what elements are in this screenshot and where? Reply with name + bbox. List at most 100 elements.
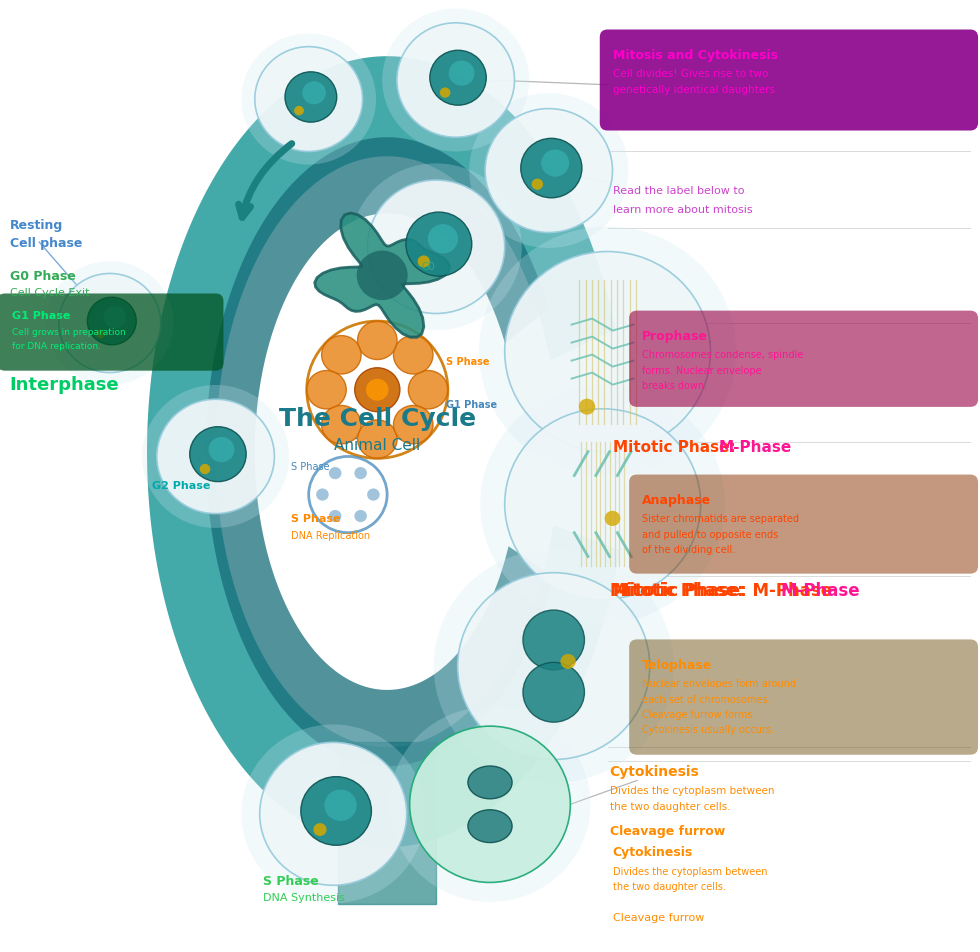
Circle shape [382, 10, 529, 152]
Circle shape [523, 663, 584, 723]
Polygon shape [338, 743, 436, 904]
Text: G0: G0 [421, 262, 435, 271]
Circle shape [390, 706, 590, 902]
Circle shape [505, 252, 710, 452]
Text: Cell Cycle Exit: Cell Cycle Exit [10, 288, 89, 297]
Circle shape [480, 386, 725, 624]
Circle shape [241, 34, 376, 166]
Text: Cleavage furrow: Cleavage furrow [610, 823, 725, 837]
Circle shape [351, 164, 522, 331]
Text: G0 Phase: G0 Phase [10, 269, 75, 283]
Circle shape [440, 89, 451, 99]
Text: Mitotic Phase: M-Phase: Mitotic Phase: M-Phase [612, 582, 832, 599]
Circle shape [301, 777, 371, 845]
Circle shape [368, 181, 505, 314]
Text: of the dividing cell.: of the dividing cell. [642, 545, 735, 554]
Text: DNA Synthesis: DNA Synthesis [263, 892, 345, 902]
Text: Anaphase: Anaphase [642, 493, 711, 506]
Text: Divides the cytoplasm between: Divides the cytoplasm between [612, 866, 767, 876]
Circle shape [366, 379, 389, 402]
Circle shape [209, 438, 234, 463]
Circle shape [104, 307, 126, 328]
Text: Divides the cytoplasm between: Divides the cytoplasm between [610, 785, 774, 795]
Circle shape [355, 467, 367, 480]
Text: Nuclear envelopes form around: Nuclear envelopes form around [642, 679, 796, 688]
Circle shape [255, 48, 363, 152]
Circle shape [317, 489, 328, 501]
Text: M-Phase: M-Phase [780, 582, 859, 599]
Circle shape [541, 150, 569, 177]
Text: Cytokinesis: Cytokinesis [612, 845, 693, 859]
Text: Prophase: Prophase [642, 329, 708, 343]
Circle shape [393, 336, 433, 375]
FancyBboxPatch shape [600, 30, 978, 131]
Circle shape [46, 262, 173, 386]
Circle shape [357, 251, 408, 301]
Circle shape [358, 421, 397, 459]
Text: Cytokinesis: Cytokinesis [610, 764, 700, 778]
Ellipse shape [467, 810, 513, 843]
Circle shape [485, 109, 612, 233]
Circle shape [355, 510, 367, 523]
Circle shape [285, 72, 337, 123]
FancyBboxPatch shape [629, 311, 978, 407]
Circle shape [430, 51, 486, 106]
Text: The Cell Cycle: The Cell Cycle [278, 407, 476, 431]
Text: forms. Nuclear envelope: forms. Nuclear envelope [642, 366, 761, 375]
Circle shape [505, 409, 701, 600]
Circle shape [87, 298, 136, 346]
Text: Interphase: Interphase [10, 376, 120, 393]
Circle shape [142, 386, 289, 528]
Text: Mitosis and Cytokinesis: Mitosis and Cytokinesis [612, 49, 777, 62]
Circle shape [329, 510, 341, 523]
Text: Chromosomes condense, spindle: Chromosomes condense, spindle [642, 350, 804, 360]
Circle shape [358, 322, 397, 360]
FancyBboxPatch shape [0, 294, 223, 371]
Text: S Phase: S Phase [446, 357, 489, 367]
Circle shape [260, 743, 407, 885]
Circle shape [406, 213, 471, 277]
Circle shape [579, 399, 595, 415]
Circle shape [302, 82, 326, 106]
Text: M-Phase: M-Phase [718, 440, 792, 455]
Text: and pulled to opposite ends: and pulled to opposite ends [642, 529, 778, 539]
Circle shape [433, 550, 673, 783]
Circle shape [393, 406, 433, 445]
Circle shape [520, 139, 582, 199]
Text: Cytokinesis usually occurs.: Cytokinesis usually occurs. [642, 724, 774, 734]
Circle shape [417, 256, 430, 268]
Circle shape [449, 62, 474, 87]
Text: Animal Cell: Animal Cell [334, 437, 420, 452]
Circle shape [397, 24, 514, 138]
Text: Cleavage furrow forms.: Cleavage furrow forms. [642, 709, 756, 719]
Ellipse shape [467, 766, 513, 799]
Circle shape [314, 823, 326, 836]
Text: Resting: Resting [10, 219, 63, 232]
Circle shape [190, 427, 246, 482]
Text: Sister chromatids are separated: Sister chromatids are separated [642, 514, 799, 524]
Polygon shape [206, 138, 554, 766]
Circle shape [157, 400, 274, 514]
Circle shape [96, 330, 105, 339]
Text: G1 Phase: G1 Phase [446, 400, 497, 409]
Circle shape [241, 724, 425, 903]
Text: G1 Phase: G1 Phase [12, 311, 71, 321]
Text: the two daughter cells.: the two daughter cells. [612, 882, 725, 891]
Circle shape [321, 336, 362, 375]
Text: the two daughter cells.: the two daughter cells. [610, 802, 730, 811]
Circle shape [605, 511, 620, 526]
Text: learn more about mitosis: learn more about mitosis [612, 205, 752, 214]
FancyBboxPatch shape [629, 475, 978, 574]
Circle shape [458, 573, 650, 760]
Text: Cell grows in preparation: Cell grows in preparation [12, 327, 125, 337]
Circle shape [59, 274, 161, 373]
Circle shape [469, 94, 628, 248]
Text: breaks down.: breaks down. [642, 381, 707, 390]
Polygon shape [315, 214, 450, 338]
Circle shape [294, 107, 304, 116]
Text: Read the label below to: Read the label below to [612, 186, 744, 195]
Text: Telophase: Telophase [642, 658, 712, 671]
Text: DNA Replication: DNA Replication [291, 530, 370, 540]
Circle shape [428, 225, 458, 254]
Circle shape [324, 790, 357, 821]
